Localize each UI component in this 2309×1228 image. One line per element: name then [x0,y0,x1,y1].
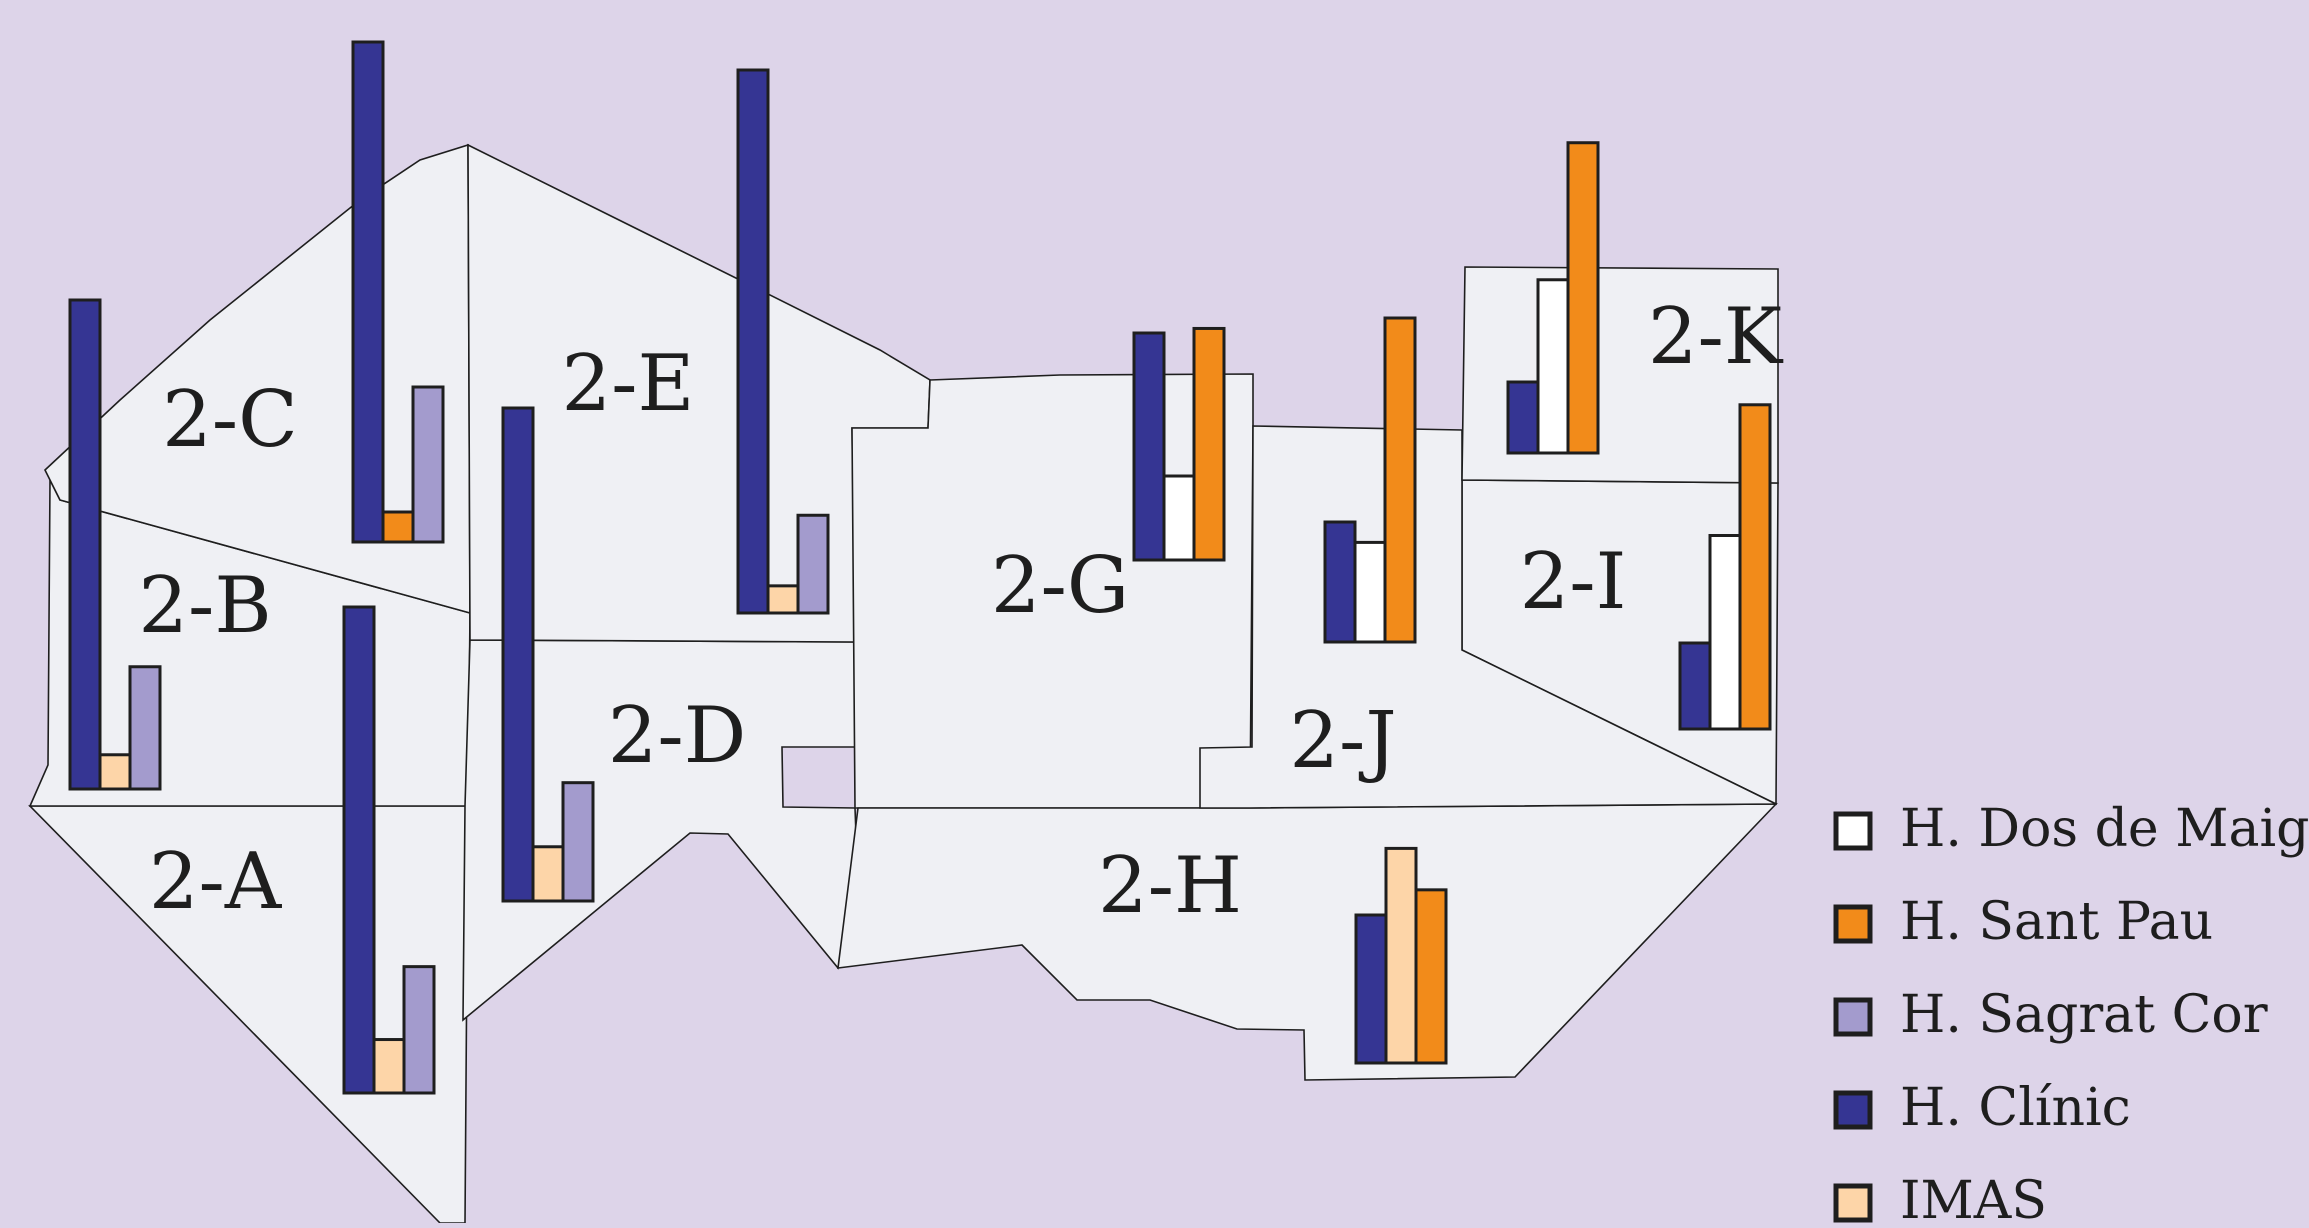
region-label-i: 2-I [1520,537,1627,627]
bar-group-k [1506,141,1600,455]
bar-k-clinic [1506,380,1540,455]
bar-k-dosdemaig [1536,278,1570,455]
bar-j-santpau [1383,316,1417,644]
regions-layer [28,143,1779,1224]
bar-b-clinic [68,298,102,791]
region-label-j: 2-J [1289,696,1396,786]
bar-a-sagratcor [402,965,436,1095]
legend-swatch-dosdemaig [1833,811,1873,851]
legend-item-dosdemaig: H. Dos de Maig [1833,799,2309,859]
bar-b-sagratcor [128,665,162,791]
region-labels-layer: 2-A 2-B 2-C 2-D 2-E 2-G 2-H 2-I 2-J 2-K [138,292,1784,931]
region-label-g: 2-G [991,541,1129,631]
bar-j-dosdemaig [1353,540,1387,644]
bar-group-j [1323,316,1417,644]
region-label-a: 2-A [149,837,283,927]
legend-item-santpau: H. Sant Pau [1833,892,2213,952]
bar-group-i [1678,403,1772,731]
region-label-e: 2-E [562,339,695,429]
region-label-c: 2-C [162,375,298,465]
bar-group-g [1132,326,1226,562]
bar-d-clinic [501,406,535,903]
region-label-d: 2-D [608,691,747,781]
bar-c-santpau [381,510,415,544]
legend: H. Dos de Maig H. Sant Pau H. Sagrat Cor H.… [1833,799,2309,1228]
bar-c-clinic [351,40,385,544]
region-label-b: 2-B [138,561,271,651]
bar-e-imas [766,584,800,615]
legend-swatch-clinic [1833,1090,1873,1130]
bar-k-santpau [1566,141,1600,455]
legend-label-clinic: H. Clínic [1900,1078,2131,1138]
bar-group-c [351,40,445,544]
bar-group-h [1354,846,1448,1065]
bar-a-clinic [342,605,376,1095]
legend-swatch-santpau [1833,904,1873,944]
region-label-h: 2-H [1098,841,1242,931]
legend-label-sagratcor: H. Sagrat Cor [1900,985,2268,1045]
bar-g-dosdemaig [1162,474,1196,562]
bar-a-imas [372,1038,406,1095]
legend-label-dosdemaig: H. Dos de Maig [1900,799,2309,859]
bar-c-sagratcor [411,385,445,544]
bar-i-clinic [1678,641,1712,731]
legend-item-imas: IMAS [1833,1171,2047,1228]
legend-swatch-imas [1833,1183,1873,1223]
bar-d-imas [531,845,565,903]
bar-d-sagratcor [561,781,595,903]
region-2-h [837,803,1778,1081]
bar-group-e [736,68,830,615]
legend-swatch-sagratcor [1833,997,1873,1037]
bar-i-santpau [1738,403,1772,731]
legend-item-sagratcor: H. Sagrat Cor [1833,985,2268,1045]
bar-h-santpau [1414,888,1448,1065]
bar-e-sagratcor [796,513,830,615]
bar-i-dosdemaig [1708,534,1742,731]
bar-g-santpau [1192,326,1226,562]
bar-j-clinic [1323,520,1357,644]
legend-item-clinic: H. Clínic [1833,1078,2131,1138]
region-label-k: 2-K [1648,292,1784,382]
bar-group-d [501,406,595,903]
bar-g-clinic [1132,331,1166,562]
bars-layer [68,40,1772,1095]
bar-h-clinic [1354,913,1388,1065]
legend-label-santpau: H. Sant Pau [1900,892,2213,952]
bar-e-clinic [736,68,770,615]
bar-b-imas [98,753,132,791]
bar-group-a [342,605,436,1095]
legend-label-imas: IMAS [1900,1171,2047,1223]
bar-group-b [68,298,162,791]
bar-h-imas [1384,846,1418,1065]
